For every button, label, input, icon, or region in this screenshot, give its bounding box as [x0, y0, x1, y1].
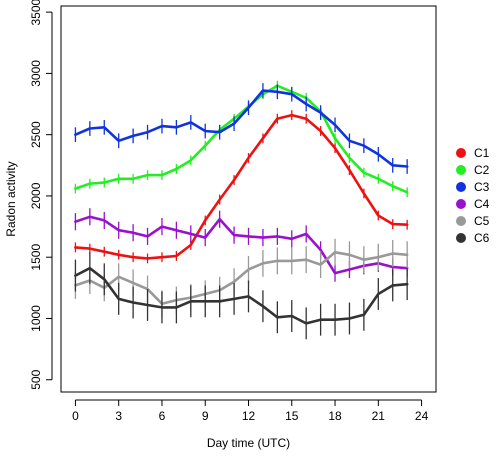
legend-marker: [456, 199, 466, 209]
x-tick-label: 9: [202, 409, 209, 423]
series-line: [74, 266, 409, 325]
y-tick-label: 1000: [29, 305, 43, 332]
x-tick-label: 15: [285, 409, 299, 423]
legend-label: C1: [474, 146, 490, 160]
series-C3: [74, 83, 409, 174]
x-axis: 0 3 6 9 12 15 18 21 24: [72, 399, 429, 423]
legend-label: C5: [474, 214, 490, 228]
y-axis: 500 1000 1500 2000 2500 3000 3500: [29, 0, 53, 390]
y-tick-label: 3500: [29, 0, 43, 25]
legend-marker: [456, 165, 466, 175]
legend-marker: [456, 182, 466, 192]
plot-area: [60, 5, 437, 393]
x-tick-label: 3: [115, 409, 122, 423]
legend-marker: [456, 148, 466, 158]
legend: C1 C2 C3 C4 C5 C6: [456, 146, 490, 245]
series-C1: [74, 110, 409, 264]
legend-label: C3: [474, 180, 490, 194]
legend-label: C4: [474, 197, 490, 211]
y-tick-label: 3000: [29, 60, 43, 87]
x-tick-label: 6: [159, 409, 166, 423]
series-C6: [74, 252, 409, 340]
series-layer: [74, 80, 409, 340]
series-line: [74, 84, 409, 194]
x-axis-title: Day time (UTC): [207, 436, 290, 450]
series-line: [74, 89, 409, 168]
x-tick-label: 21: [372, 409, 386, 423]
series-line: [74, 113, 409, 260]
series-line: [74, 251, 409, 306]
legend-marker: [456, 216, 466, 226]
x-tick-label: 18: [328, 409, 342, 423]
y-axis-title: Radon activity: [4, 161, 18, 236]
plot-frame: [60, 5, 437, 393]
series-C4: [74, 208, 409, 282]
x-tick-label: 12: [242, 409, 256, 423]
y-tick-label: 500: [29, 369, 43, 389]
legend-label: C6: [474, 231, 490, 245]
series-line: [74, 215, 409, 275]
legend-label: C2: [474, 163, 490, 177]
x-tick-label: 0: [72, 409, 79, 423]
series-C5: [74, 238, 409, 318]
y-tick-label: 2500: [29, 121, 43, 148]
y-tick-label: 1500: [29, 244, 43, 271]
x-tick-label: 24: [415, 409, 429, 423]
y-tick-label: 2000: [29, 182, 43, 209]
legend-marker: [456, 233, 466, 243]
